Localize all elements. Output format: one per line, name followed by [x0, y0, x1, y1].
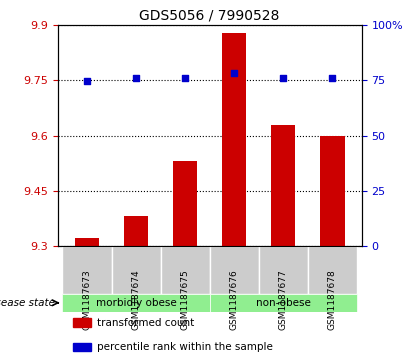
Point	[329, 75, 335, 81]
Point	[231, 70, 238, 76]
Text: transformed count: transformed count	[97, 318, 194, 328]
FancyBboxPatch shape	[210, 246, 259, 294]
Bar	[75, 238, 99, 246]
Point	[280, 75, 286, 81]
Bar	[173, 161, 197, 246]
Bar	[124, 216, 148, 246]
Text: non-obese: non-obese	[256, 298, 311, 308]
Bar	[320, 135, 344, 246]
Bar	[222, 33, 247, 246]
FancyBboxPatch shape	[111, 246, 161, 294]
Text: GSM1187674: GSM1187674	[132, 269, 141, 330]
Title: GDS5056 / 7990528: GDS5056 / 7990528	[139, 9, 280, 23]
Text: percentile rank within the sample: percentile rank within the sample	[97, 342, 273, 352]
Point	[84, 78, 90, 84]
Text: GSM1187675: GSM1187675	[180, 269, 189, 330]
Point	[182, 75, 188, 81]
FancyBboxPatch shape	[259, 246, 308, 294]
FancyBboxPatch shape	[210, 294, 357, 312]
Text: morbidly obese: morbidly obese	[96, 298, 176, 308]
FancyBboxPatch shape	[62, 246, 111, 294]
Point	[133, 76, 139, 81]
Text: GSM1187677: GSM1187677	[279, 269, 288, 330]
FancyBboxPatch shape	[308, 246, 357, 294]
FancyBboxPatch shape	[62, 294, 210, 312]
Bar	[73, 318, 91, 327]
Text: GSM1187676: GSM1187676	[230, 269, 239, 330]
FancyBboxPatch shape	[161, 246, 210, 294]
Bar	[271, 125, 296, 246]
Text: GSM1187678: GSM1187678	[328, 269, 337, 330]
Bar	[73, 343, 91, 351]
Text: disease state: disease state	[0, 298, 55, 308]
Text: GSM1187673: GSM1187673	[83, 269, 92, 330]
